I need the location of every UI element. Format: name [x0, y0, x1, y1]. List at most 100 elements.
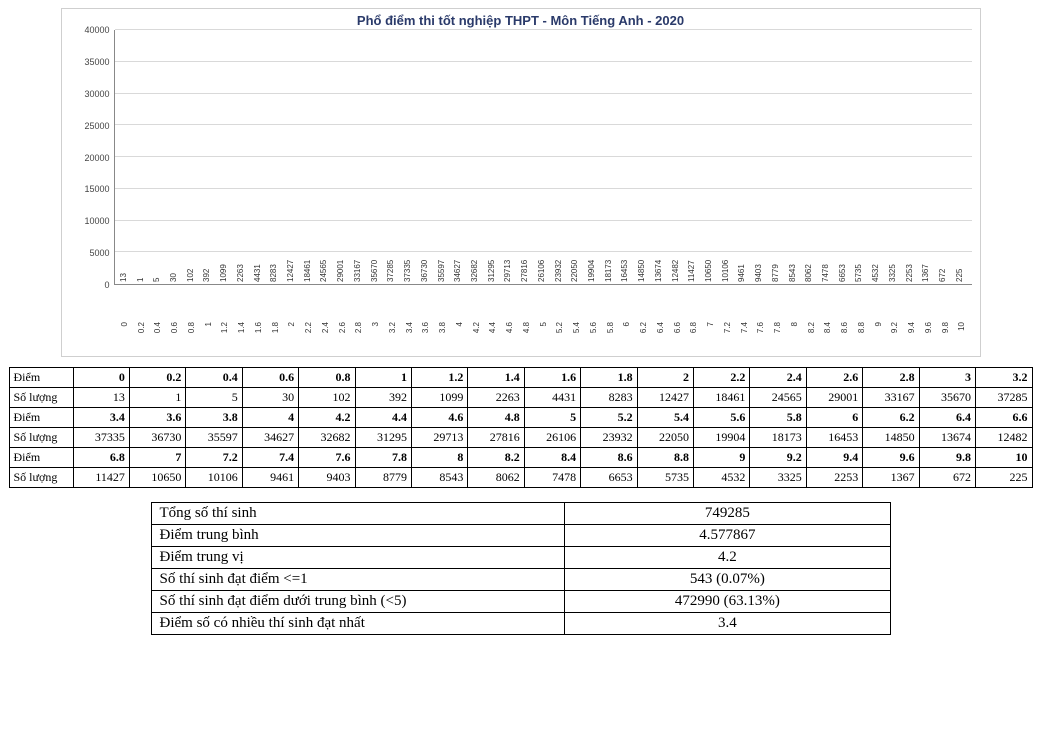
count-cell: 9403 — [299, 468, 355, 488]
table-row: Điểm3.43.63.844.24.44.64.855.25.45.65.86… — [9, 408, 1032, 428]
bar-value-label: 5735 — [854, 264, 863, 282]
x-label-slot: 1.4 — [233, 320, 250, 354]
x-tick-label: 10 — [957, 322, 966, 331]
score-cell: 5.6 — [693, 408, 749, 428]
summary-row: Điểm trung bình4.577867 — [151, 525, 890, 547]
x-tick-label: 2 — [287, 322, 296, 326]
count-cell: 1099 — [411, 388, 467, 408]
x-tick-label: 4 — [455, 322, 464, 326]
x-label-slot: 5 — [534, 320, 551, 354]
x-label-slot: 2.8 — [350, 320, 367, 354]
x-label-slot: 5.4 — [568, 320, 585, 354]
x-label-slot: 0.2 — [132, 320, 149, 354]
x-tick-label: 0.6 — [170, 322, 179, 333]
chart-container: Phổ điểm thi tốt nghiệp THPT - Môn Tiếng… — [61, 8, 981, 357]
x-label-slot: 5.8 — [601, 320, 618, 354]
score-cell: 8.2 — [468, 448, 524, 468]
x-label-slot: 6.2 — [635, 320, 652, 354]
x-tick-label: 5.8 — [606, 322, 615, 333]
count-cell: 3325 — [750, 468, 806, 488]
x-label-slot: 2.4 — [317, 320, 334, 354]
x-label-slot: 4.4 — [484, 320, 501, 354]
x-label-slot: 7.6 — [752, 320, 769, 354]
score-cell: 6.8 — [73, 448, 129, 468]
x-label-slot: 6.8 — [685, 320, 702, 354]
score-cell: 4.2 — [299, 408, 355, 428]
bar-value-label: 23932 — [554, 260, 563, 282]
summary-row: Điểm số có nhiều thí sinh đạt nhất3.4 — [151, 613, 890, 635]
score-cell: 5 — [524, 408, 580, 428]
bar-value-label: 1 — [136, 278, 145, 282]
x-tick-label: 2.2 — [304, 322, 313, 333]
count-cell: 6653 — [581, 468, 637, 488]
x-label-slot: 5.2 — [551, 320, 568, 354]
table-row: Điểm6.877.27.47.67.888.28.48.68.899.29.4… — [9, 448, 1032, 468]
bar-value-label: 29001 — [336, 260, 345, 282]
count-cell: 24565 — [750, 388, 806, 408]
bar-value-label: 35670 — [370, 260, 379, 282]
x-tick-label: 0.8 — [187, 322, 196, 333]
x-label-slot: 3.2 — [384, 320, 401, 354]
bar-value-label: 18173 — [604, 260, 613, 282]
x-tick-label: 7.2 — [723, 322, 732, 333]
x-label-slot: 0 — [116, 320, 133, 354]
x-tick-label: 1.6 — [254, 322, 263, 333]
x-tick-label: 7.4 — [740, 322, 749, 333]
y-tick-label: 35000 — [84, 57, 109, 67]
count-cell: 35597 — [186, 428, 242, 448]
grid-line — [115, 188, 972, 189]
x-label-slot: 1.2 — [216, 320, 233, 354]
bar-value-label: 29713 — [503, 260, 512, 282]
x-label-slot: 5.6 — [585, 320, 602, 354]
chart-area: 0500010000150002000025000300003500040000… — [70, 30, 972, 320]
y-tick-label: 0 — [104, 280, 109, 290]
bar-value-label: 8283 — [269, 264, 278, 282]
count-cell: 2263 — [468, 388, 524, 408]
x-tick-label: 2.4 — [321, 322, 330, 333]
count-cell: 29001 — [806, 388, 862, 408]
x-tick-label: 4.4 — [488, 322, 497, 333]
count-cell: 33167 — [863, 388, 919, 408]
count-cell: 2253 — [806, 468, 862, 488]
summary-value: 3.4 — [565, 613, 890, 635]
score-cell: 3 — [919, 368, 975, 388]
count-cell: 392 — [355, 388, 411, 408]
y-tick-label: 20000 — [84, 153, 109, 163]
x-label-slot: 1.6 — [250, 320, 267, 354]
score-cell: 2.8 — [863, 368, 919, 388]
count-cell: 37335 — [73, 428, 129, 448]
count-cell: 1367 — [863, 468, 919, 488]
x-tick-label: 8.2 — [807, 322, 816, 333]
bar-value-label: 4431 — [253, 264, 262, 282]
y-tick-label: 10000 — [84, 216, 109, 226]
score-cell: 8.4 — [524, 448, 580, 468]
bars-container: 1315301023921099226344318283124271846124… — [115, 30, 972, 284]
x-label-slot: 8.6 — [836, 320, 853, 354]
bar-value-label: 225 — [955, 269, 964, 282]
summary-row: Số thí sinh đạt điểm dưới trung bình (<5… — [151, 591, 890, 613]
x-label-slot: 4.8 — [518, 320, 535, 354]
count-cell: 11427 — [73, 468, 129, 488]
x-tick-label: 3.8 — [438, 322, 447, 333]
x-label-slot: 9.4 — [903, 320, 920, 354]
bar-value-label: 26106 — [537, 260, 546, 282]
x-tick-label: 8.6 — [840, 322, 849, 333]
x-label-slot: 3.8 — [434, 320, 451, 354]
bar-value-label: 13674 — [654, 260, 663, 282]
bar-value-label: 2253 — [905, 264, 914, 282]
score-cell: 1.4 — [468, 368, 524, 388]
x-tick-label: 8.4 — [823, 322, 832, 333]
x-label-slot: 7.8 — [769, 320, 786, 354]
score-cell: 6.6 — [976, 408, 1033, 428]
row-header-score: Điểm — [9, 448, 73, 468]
score-cell: 5.8 — [750, 408, 806, 428]
summary-label: Điểm trung bình — [151, 525, 565, 547]
summary-value: 472990 (63.13%) — [565, 591, 890, 613]
count-cell: 26106 — [524, 428, 580, 448]
grid-line — [115, 156, 972, 157]
score-cell: 9.6 — [863, 448, 919, 468]
x-tick-label: 4.6 — [505, 322, 514, 333]
x-tick-label: 6.6 — [673, 322, 682, 333]
bar-value-label: 102 — [186, 269, 195, 282]
x-tick-label: 5.4 — [572, 322, 581, 333]
